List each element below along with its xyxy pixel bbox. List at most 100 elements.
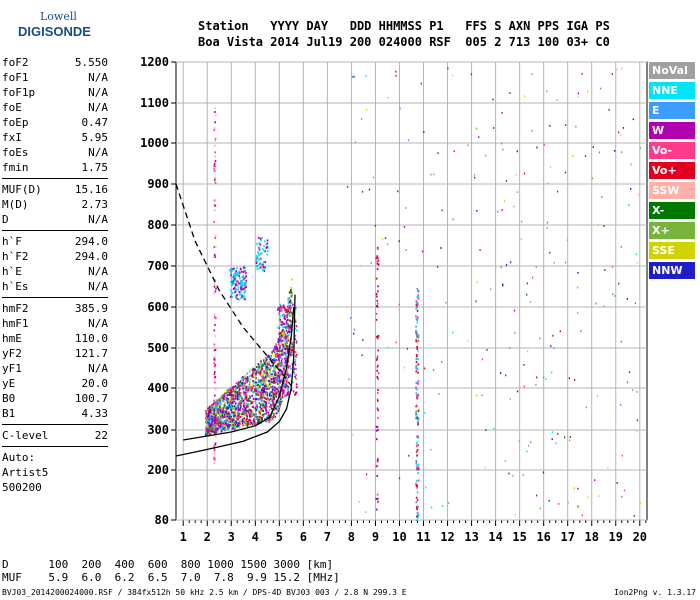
echo-point — [227, 420, 230, 423]
echo-point — [219, 409, 221, 412]
echo-point — [263, 370, 265, 373]
echo-point — [278, 378, 281, 381]
echo-point — [249, 422, 252, 425]
echo-point — [253, 368, 255, 371]
echo-point — [231, 398, 233, 401]
echo-point — [230, 289, 232, 292]
echo-point — [214, 415, 217, 418]
echo-point — [205, 417, 208, 420]
echo-point — [235, 270, 237, 273]
echo-point — [280, 365, 282, 368]
echo-point — [451, 331, 454, 334]
echo-point — [217, 412, 219, 415]
echo-point — [229, 407, 232, 410]
echo-point — [211, 403, 213, 406]
echo-point — [276, 365, 279, 368]
echo-point — [294, 363, 297, 366]
echo-point — [212, 429, 215, 432]
param-row: foE N/A — [2, 100, 108, 115]
echo-point — [230, 270, 233, 273]
echo-point — [257, 421, 259, 424]
echo-point — [377, 302, 379, 305]
echo-point — [257, 250, 259, 253]
echo-point — [271, 419, 273, 422]
echo-point — [213, 452, 216, 455]
echo-point — [416, 296, 418, 299]
echo-point — [285, 379, 287, 382]
echo-point — [257, 264, 260, 267]
echo-point — [280, 398, 282, 401]
echo-point — [260, 381, 262, 384]
echo-point — [485, 429, 487, 431]
echo-point — [501, 111, 503, 114]
echo-point — [438, 392, 440, 395]
echo-point — [237, 424, 239, 427]
echo-point — [236, 391, 239, 394]
param-row: fmin 1.75 — [2, 160, 108, 175]
echo-point — [257, 258, 260, 261]
echo-point — [520, 238, 523, 240]
echo-point — [250, 402, 252, 405]
echo-point — [416, 486, 418, 489]
echo-point — [226, 406, 228, 409]
echo-point — [232, 287, 235, 290]
echo-point — [276, 347, 278, 350]
echo-point — [415, 381, 418, 384]
echo-point — [213, 129, 216, 132]
echo-point — [415, 411, 418, 414]
echo-point — [523, 364, 525, 366]
echo-point — [289, 373, 291, 376]
echo-point — [245, 397, 247, 400]
echo-point — [268, 368, 271, 371]
echo-point — [224, 410, 227, 413]
echo-point — [287, 365, 289, 368]
echo-point — [274, 365, 277, 368]
echo-point — [280, 362, 283, 365]
echo-point — [294, 320, 297, 323]
echo-point — [237, 422, 240, 425]
echo-point — [352, 433, 354, 436]
echo-point — [209, 424, 212, 427]
echo-point — [253, 422, 255, 425]
echo-point — [245, 379, 247, 382]
echo-point — [213, 462, 215, 465]
echo-point — [395, 74, 397, 77]
echo-point — [279, 320, 282, 323]
y-tick-label: 1000 — [140, 136, 169, 150]
echo-point — [415, 392, 418, 395]
echo-point — [294, 338, 296, 341]
echo-point — [237, 395, 239, 398]
echo-point — [376, 355, 379, 358]
echo-point — [258, 411, 261, 414]
param-value: N/A — [88, 213, 108, 226]
echo-point — [289, 351, 291, 354]
echo-point — [214, 178, 216, 181]
param-value: N/A — [88, 265, 108, 278]
x-tick-label: 13 — [464, 530, 478, 544]
echo-point — [207, 433, 210, 436]
echo-point — [584, 155, 587, 158]
echo-point — [416, 319, 419, 322]
echo-point — [223, 415, 226, 418]
echo-point — [475, 300, 477, 303]
echo-point — [251, 389, 253, 392]
echo-point — [230, 424, 233, 427]
echo-point — [242, 413, 245, 416]
echo-point — [274, 368, 276, 371]
echo-point — [266, 371, 268, 374]
echo-point — [235, 425, 238, 428]
echo-point — [213, 406, 216, 409]
echo-point — [279, 400, 281, 403]
echo-point — [216, 399, 219, 402]
echo-point — [242, 399, 245, 402]
echo-point — [218, 421, 221, 424]
echo-point — [207, 416, 209, 419]
echo-point — [416, 454, 418, 457]
echo-point — [549, 251, 551, 254]
echo-point — [264, 396, 267, 399]
echo-point — [226, 394, 229, 397]
echo-point — [211, 418, 214, 421]
echo-point — [210, 429, 212, 432]
echo-point — [273, 380, 276, 383]
echo-point — [278, 340, 280, 343]
